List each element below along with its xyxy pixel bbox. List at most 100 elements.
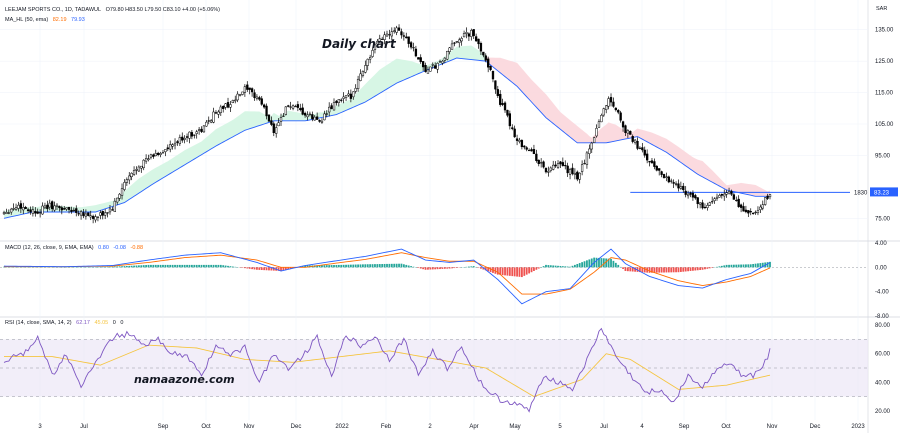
candle-body bbox=[185, 136, 189, 138]
candle-body bbox=[631, 136, 634, 142]
candle-body bbox=[434, 65, 437, 69]
candle-body bbox=[200, 128, 203, 132]
macd-histogram-bar bbox=[737, 264, 740, 268]
candle-body bbox=[385, 33, 389, 37]
macd-histogram-bar bbox=[145, 265, 148, 268]
macd-histogram-bar bbox=[692, 267, 694, 271]
macd-histogram-bar bbox=[152, 264, 155, 268]
candle-body bbox=[60, 207, 63, 211]
macd-histogram-bar bbox=[366, 264, 369, 268]
macd-histogram-bar bbox=[316, 265, 319, 268]
candle-body bbox=[527, 149, 531, 152]
macd-histogram-bar bbox=[190, 264, 193, 268]
macd-histogram-bar bbox=[494, 267, 497, 274]
macd-histogram-bar bbox=[150, 264, 152, 268]
macd-tick-label: 4.00 bbox=[875, 241, 887, 247]
candle-body bbox=[426, 69, 430, 74]
macd-histogram-bar bbox=[569, 266, 571, 268]
candle-body bbox=[532, 149, 536, 155]
candle-body bbox=[373, 44, 377, 50]
candle-body bbox=[571, 167, 574, 174]
macd-histogram-bar bbox=[383, 263, 386, 268]
candle-body bbox=[443, 57, 446, 61]
macd-histogram-bar bbox=[723, 265, 726, 268]
candle-body bbox=[241, 91, 244, 95]
candle-body bbox=[335, 100, 338, 104]
candle-body bbox=[421, 61, 425, 68]
macd-histogram-bar bbox=[533, 267, 535, 271]
candle-body bbox=[436, 63, 439, 70]
candle-body bbox=[556, 163, 560, 168]
candle-body bbox=[431, 64, 434, 66]
candle-body bbox=[22, 207, 25, 211]
macd-histogram-bar bbox=[405, 264, 408, 268]
candle-body bbox=[19, 203, 23, 209]
candle-body bbox=[491, 71, 495, 80]
candle-body bbox=[720, 193, 723, 196]
candle-body bbox=[128, 175, 131, 181]
macd-histogram-bar bbox=[655, 267, 658, 273]
macd-histogram-bar bbox=[451, 267, 453, 269]
macd-histogram-bar bbox=[328, 265, 331, 268]
candle-body bbox=[626, 130, 630, 134]
candle-body bbox=[619, 112, 622, 121]
macd-histogram-bar bbox=[602, 258, 605, 268]
macd-histogram-bar bbox=[520, 267, 523, 278]
candle-body bbox=[315, 116, 319, 120]
x-tick-label: 4 bbox=[640, 424, 644, 430]
candle-body bbox=[549, 167, 552, 171]
macd-histogram-bar bbox=[362, 264, 364, 268]
candle-body bbox=[412, 47, 415, 49]
candle-body bbox=[499, 93, 502, 105]
macd-histogram-bar bbox=[448, 267, 451, 269]
candle-body bbox=[258, 97, 261, 100]
candle-body bbox=[181, 136, 184, 141]
macd-histogram-bar bbox=[472, 266, 475, 268]
candle-body bbox=[267, 114, 271, 122]
macd-histogram-bar bbox=[359, 264, 362, 268]
candle-body bbox=[270, 120, 273, 125]
candle-body bbox=[727, 191, 731, 194]
macd-histogram-bar bbox=[617, 264, 620, 268]
ma-label: MA_HL (50, ema) bbox=[5, 17, 49, 23]
candle-body bbox=[458, 39, 461, 44]
macd-histogram-bar bbox=[639, 267, 641, 273]
macd-histogram-bar bbox=[641, 267, 644, 273]
price-tick-label: 95.00 bbox=[875, 153, 891, 159]
macd-histogram-bar bbox=[759, 263, 762, 268]
macd-histogram-bar bbox=[287, 267, 290, 270]
candle-body bbox=[342, 96, 345, 99]
candle-body bbox=[75, 208, 78, 213]
candle-body bbox=[169, 144, 172, 150]
candle-body bbox=[5, 212, 8, 214]
macd-histogram-bar bbox=[349, 264, 352, 268]
candle-body bbox=[265, 105, 268, 117]
macd-histogram-bar bbox=[130, 265, 133, 268]
candle-body bbox=[402, 35, 406, 37]
candle-body bbox=[660, 171, 663, 175]
candle-body bbox=[291, 105, 295, 109]
macd-histogram-bar bbox=[323, 265, 326, 268]
macd-histogram-bar bbox=[467, 266, 470, 268]
candle-body bbox=[366, 58, 369, 66]
candle-body bbox=[540, 162, 543, 164]
macd-histogram-bar bbox=[154, 264, 157, 268]
candle-body bbox=[477, 38, 480, 45]
macd-histogram-bar bbox=[506, 267, 509, 276]
candle-body bbox=[559, 161, 562, 165]
macd-value-3: -0.88 bbox=[130, 245, 144, 251]
candle-body bbox=[450, 43, 454, 50]
macd-histogram-bar bbox=[530, 267, 533, 273]
macd-histogram-bar bbox=[227, 265, 229, 268]
candle-body bbox=[99, 212, 102, 216]
candle-body bbox=[10, 208, 13, 213]
macd-histogram-bar bbox=[740, 264, 742, 268]
candle-body bbox=[101, 211, 104, 216]
macd-histogram-bar bbox=[682, 267, 685, 272]
macd-histogram-bar bbox=[284, 267, 287, 270]
macd-histogram-bar bbox=[200, 264, 203, 268]
macd-histogram-bar bbox=[634, 267, 637, 272]
candle-body bbox=[496, 89, 499, 96]
currency-label: SAR bbox=[876, 6, 888, 12]
candle-body bbox=[82, 212, 85, 217]
